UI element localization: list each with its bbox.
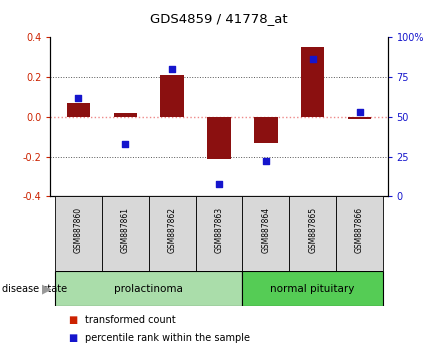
Bar [160,75,184,117]
Bar [55,271,242,306]
Bar [113,113,137,117]
Text: GDS4859 / 41778_at: GDS4859 / 41778_at [150,12,288,25]
Text: transformed count: transformed count [85,315,176,325]
Bar [55,196,102,271]
Text: prolactinoma: prolactinoma [114,284,183,293]
Bar [242,271,383,306]
Text: GSM887864: GSM887864 [261,207,270,253]
Point [215,181,223,187]
Point [356,109,363,115]
Point [75,95,82,101]
Bar [254,117,278,143]
Bar [207,117,231,159]
Bar [289,196,336,271]
Bar [196,196,242,271]
Point [122,141,129,147]
Text: GSM887865: GSM887865 [308,207,317,253]
Bar [102,196,149,271]
Text: normal pituitary: normal pituitary [271,284,355,293]
Text: ■: ■ [68,315,77,325]
Bar [149,196,196,271]
Text: GSM887862: GSM887862 [168,207,177,253]
Bar [242,196,289,271]
Bar [348,117,371,119]
Text: GSM887866: GSM887866 [355,207,364,253]
Point [262,159,269,164]
Text: GSM887861: GSM887861 [121,207,130,253]
Point [169,66,176,72]
Point [309,57,316,62]
Text: GSM887860: GSM887860 [74,207,83,253]
Bar [301,47,325,117]
Text: ▶: ▶ [42,282,52,295]
Text: GSM887863: GSM887863 [215,207,223,253]
Text: percentile rank within the sample: percentile rank within the sample [85,333,251,343]
Text: disease state: disease state [2,284,67,293]
Bar [336,196,383,271]
Bar [67,103,90,117]
Text: ■: ■ [68,333,77,343]
